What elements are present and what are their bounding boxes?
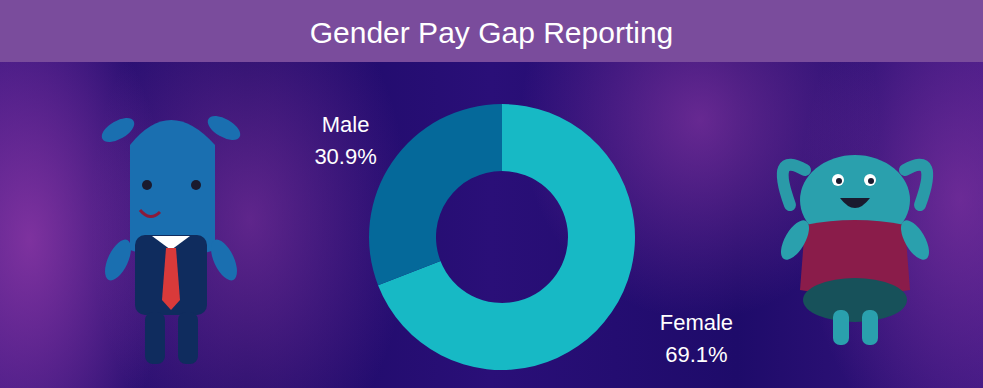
leg (862, 310, 878, 345)
ear (98, 113, 138, 147)
arm (775, 216, 814, 264)
eye (864, 174, 876, 186)
shorts (803, 278, 907, 322)
slices (369, 104, 635, 370)
mascot-left (98, 111, 244, 364)
title-banner (0, 0, 983, 62)
eye (142, 180, 152, 190)
eye (832, 174, 844, 186)
pupil (836, 178, 842, 184)
chart: Gender Pay Gap Reporting Female 69.1% Male 3… (0, 0, 983, 388)
mouth (140, 210, 160, 217)
value-label: 69.1% (665, 342, 727, 367)
leg (178, 312, 198, 364)
arm (100, 236, 137, 284)
tie (162, 248, 180, 310)
eye (191, 180, 201, 190)
arm (206, 236, 243, 284)
leg (833, 310, 849, 345)
pupil (868, 178, 874, 184)
arm (895, 216, 934, 264)
category-label: Female (660, 310, 733, 335)
value-label: 30.9% (314, 144, 376, 169)
collar (152, 236, 190, 250)
labels: Female 69.1% Male 30.9% (314, 112, 733, 367)
slice (369, 104, 502, 285)
leg (145, 312, 165, 364)
suit (135, 235, 207, 315)
mascot-right (775, 155, 934, 345)
mouth (840, 198, 870, 208)
category-label: Male (322, 112, 370, 137)
title: Gender Pay Gap Reporting (310, 16, 674, 49)
